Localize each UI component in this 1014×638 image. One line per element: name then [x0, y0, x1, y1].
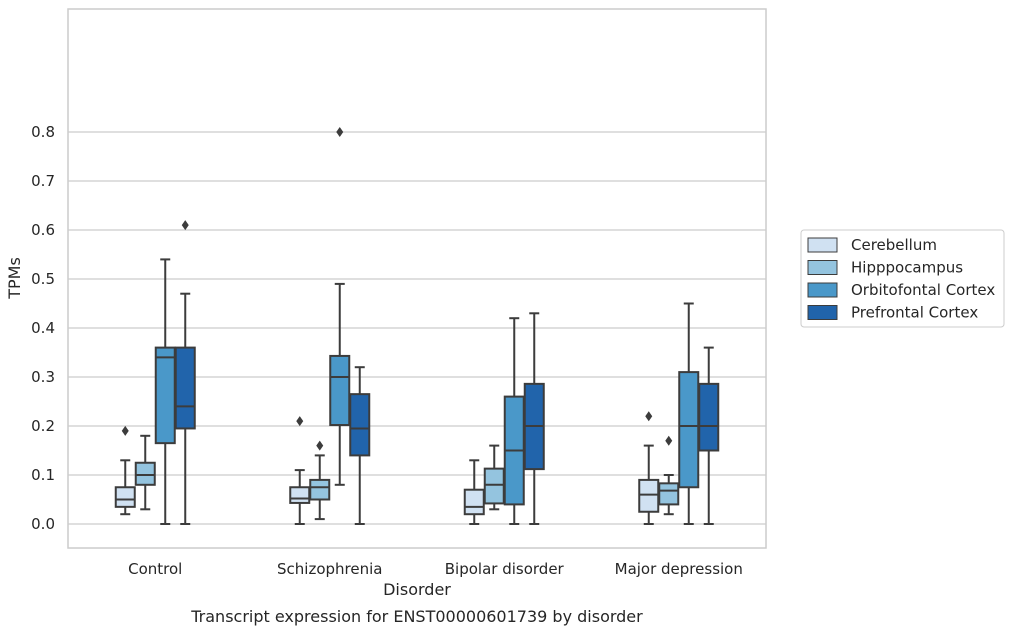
y-tick-label: 0.0	[31, 515, 55, 533]
box-cerebellum	[638, 411, 660, 525]
x-tick-label: Schizophrenia	[277, 560, 382, 578]
box-iqr	[329, 354, 351, 427]
outlier-point	[336, 127, 344, 137]
box-orbitofontal-cortex	[154, 258, 176, 525]
legend-swatch	[807, 282, 838, 298]
y-axis-label: TPMs	[5, 257, 24, 300]
x-tick-label: Control	[128, 560, 182, 578]
box-iqr	[463, 488, 485, 516]
boxes-layer	[114, 127, 720, 525]
outlier-point	[645, 411, 653, 422]
x-axis-label: Disorder	[383, 580, 451, 599]
box-cerebellum	[114, 425, 136, 516]
y-tick-label: 0.6	[31, 221, 55, 239]
outlier-point	[121, 425, 129, 436]
y-tick-label: 0.8	[31, 123, 55, 141]
outlier-point	[181, 220, 189, 231]
box-iqr	[638, 478, 660, 513]
outlier-point	[296, 416, 304, 427]
y-tick-label: 0.3	[31, 368, 55, 386]
y-tick-label: 0.5	[31, 270, 55, 288]
gridlines	[68, 131, 766, 525]
box-iqr	[174, 346, 196, 430]
box-prefrontal-cortex	[349, 366, 371, 525]
legend-label: Cerebellum	[851, 236, 937, 254]
box-hipppocampus	[134, 434, 156, 511]
y-tick-label: 0.1	[31, 466, 55, 484]
box-cerebellum	[289, 416, 311, 525]
box-iqr	[698, 382, 720, 452]
box-orbitofontal-cortex	[678, 302, 700, 525]
legend: Cerebellum Hipppocampus Orbitofontal Corte…	[800, 229, 1005, 328]
box-iqr	[289, 486, 311, 504]
legend-swatch	[807, 305, 838, 320]
box-iqr	[658, 482, 680, 506]
outlier-point	[665, 435, 673, 446]
legend-label: Hipppocampus	[851, 259, 963, 277]
box-iqr	[309, 478, 331, 501]
legend-label: Orbitofontal Cortex	[851, 281, 995, 299]
x-tick-label: Major depression	[615, 560, 743, 578]
outlier-point	[316, 440, 324, 451]
box-orbitofontal-cortex	[329, 127, 351, 486]
box-iqr	[483, 467, 505, 505]
legend-swatch	[807, 237, 838, 253]
box-prefrontal-cortex	[174, 220, 196, 525]
x-tick-label: Bipolar disorder	[445, 560, 565, 578]
box-iqr	[114, 486, 136, 508]
y-tick-label: 0.2	[31, 417, 55, 435]
box-prefrontal-cortex	[523, 312, 545, 525]
box-hipppocampus	[658, 435, 680, 516]
box-iqr	[678, 371, 700, 489]
figure-caption: Transcript expression for ENST0000060173…	[190, 607, 643, 626]
box-iqr	[349, 393, 371, 457]
legend-frame	[800, 229, 1005, 328]
x-tick-labels: Control Schizophrenia Bipolar disorder Majo…	[128, 560, 743, 578]
legend-swatch	[807, 260, 838, 275]
box-orbitofontal-cortex	[503, 317, 525, 525]
y-tick-label: 0.7	[31, 172, 55, 190]
box-prefrontal-cortex	[698, 346, 720, 525]
y-tick-label: 0.4	[31, 319, 55, 337]
plot-frame	[67, 8, 767, 549]
box-cerebellum	[463, 459, 485, 525]
box-iqr	[134, 461, 156, 486]
box-iqr	[154, 346, 176, 445]
y-tick-labels: 0.0 0.1 0.2 0.3 0.4 0.5 0.6 0.7 0.8	[31, 123, 55, 533]
legend-label: Prefrontal Cortex	[851, 304, 978, 322]
box-hipppocampus	[483, 444, 505, 511]
box-hipppocampus	[309, 440, 331, 521]
